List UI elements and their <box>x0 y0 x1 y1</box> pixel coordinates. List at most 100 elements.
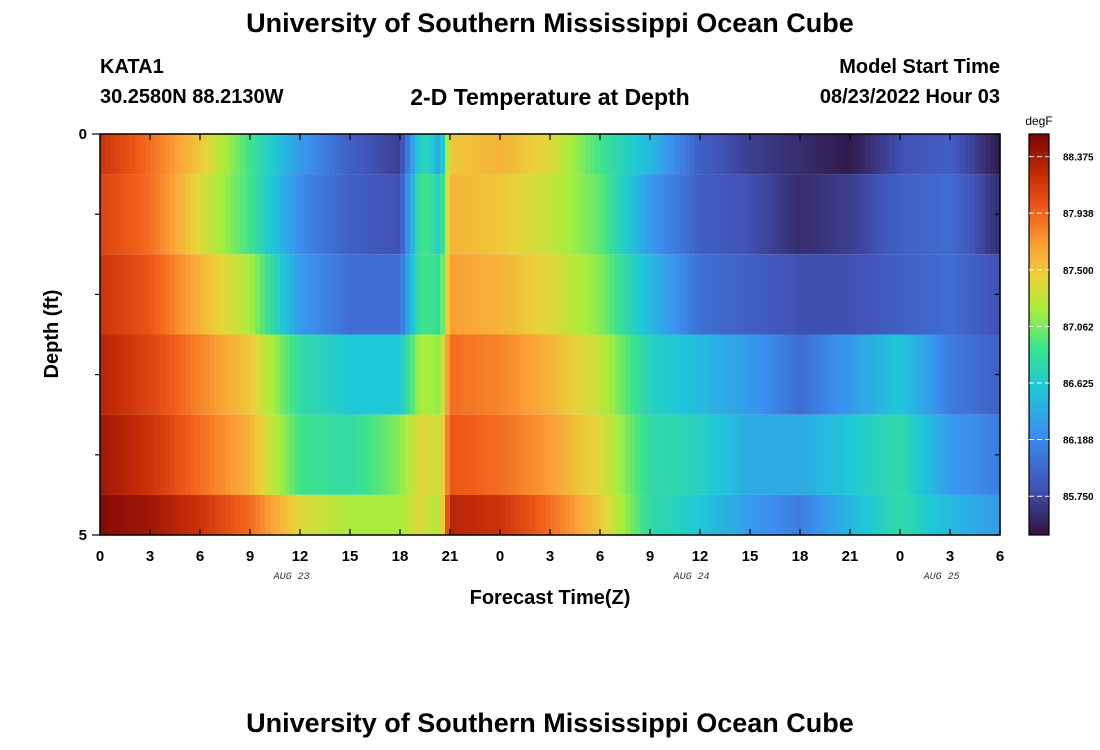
heatmap-cell <box>435 174 441 255</box>
heatmap-cell <box>620 494 626 535</box>
heatmap-cell <box>295 494 301 535</box>
heatmap-cell <box>520 174 526 255</box>
heatmap-cell <box>220 254 226 335</box>
heatmap-cell <box>460 134 466 175</box>
heatmap-cell <box>660 254 666 335</box>
page-title: University of Southern Mississippi Ocean… <box>246 8 854 38</box>
heatmap-cell <box>255 494 261 535</box>
heatmap-cell <box>180 134 186 175</box>
heatmap-cell <box>470 134 476 175</box>
heatmap-cell <box>910 174 916 255</box>
heatmap-cell <box>420 334 426 415</box>
heatmap-cell <box>505 414 511 495</box>
heatmap-cell <box>215 134 221 175</box>
heatmap-cell <box>525 134 531 175</box>
heatmap-cell <box>600 134 606 175</box>
heatmap-cell <box>890 414 896 495</box>
heatmap-cell <box>305 414 311 495</box>
heatmap-cell <box>145 174 151 255</box>
heatmap-cell <box>110 414 116 495</box>
heatmap-cell <box>480 334 486 415</box>
heatmap-cell <box>240 334 246 415</box>
heatmap-cell <box>525 174 531 255</box>
heatmap-cell <box>100 254 106 335</box>
heatmap-cell <box>890 254 896 335</box>
x-tick-label: 3 <box>546 548 554 565</box>
heatmap-cell <box>930 174 936 255</box>
heatmap-cell <box>620 134 626 175</box>
heatmap-cell <box>365 134 371 175</box>
heatmap-cell <box>625 134 631 175</box>
heatmap-cell <box>415 174 421 255</box>
heatmap-cell <box>160 334 166 415</box>
heatmap-cell <box>165 134 171 175</box>
heatmap-cell <box>925 174 931 255</box>
heatmap-cell <box>690 174 696 255</box>
heatmap-cell <box>325 174 331 255</box>
heatmap-cell <box>285 414 291 495</box>
heatmap-cell <box>340 494 346 535</box>
heatmap-cell <box>730 494 736 535</box>
heatmap-cell <box>145 494 151 535</box>
heatmap-cell <box>700 414 706 495</box>
heatmap-cell <box>700 174 706 255</box>
heatmap-cell <box>720 134 726 175</box>
heatmap-cell <box>260 254 266 335</box>
heatmap-cell <box>645 174 651 255</box>
heatmap-cell <box>250 174 256 255</box>
heatmap-cell <box>780 414 786 495</box>
heatmap-cell <box>565 254 571 335</box>
x-tick-label: 0 <box>496 548 504 565</box>
heatmap-cell <box>880 174 886 255</box>
heatmap-cell <box>655 254 661 335</box>
heatmap-cell <box>160 254 166 335</box>
heatmap-cell <box>575 254 581 335</box>
heatmap-cell <box>225 174 231 255</box>
heatmap-cell <box>425 494 431 535</box>
heatmap-cell <box>735 414 741 495</box>
heatmap-cell <box>415 494 421 535</box>
heatmap-cell <box>450 414 456 495</box>
heatmap-cell <box>795 334 801 415</box>
heatmap-cell <box>955 494 961 535</box>
heatmap-cell <box>835 254 841 335</box>
heatmap-cell <box>745 254 751 335</box>
heatmap-cell <box>555 334 561 415</box>
heatmap-cell <box>360 254 366 335</box>
heatmap-cell <box>395 334 401 415</box>
heatmap-cell <box>425 134 431 175</box>
heatmap-cell <box>950 174 956 255</box>
heatmap-cell <box>765 254 771 335</box>
heatmap-cell <box>420 494 426 535</box>
heatmap-cell <box>175 414 181 495</box>
heatmap-cell <box>940 174 946 255</box>
x-tick-label: 12 <box>692 548 709 565</box>
heatmap-cell <box>240 414 246 495</box>
heatmap-cell <box>500 414 506 495</box>
heatmap-cell <box>305 134 311 175</box>
heatmap-cell <box>190 254 196 335</box>
heatmap-cell <box>520 414 526 495</box>
heatmap-cell <box>905 334 911 415</box>
heatmap-cell <box>750 414 756 495</box>
heatmap-cell <box>950 134 956 175</box>
heatmap-cell <box>250 414 256 495</box>
heatmap-cell <box>835 334 841 415</box>
heatmap-cell <box>805 134 811 175</box>
heatmap-cell <box>300 334 306 415</box>
heatmap-cell <box>870 414 876 495</box>
heatmap-cell <box>105 174 111 255</box>
heatmap-cell <box>990 494 996 535</box>
heatmap-cell <box>970 174 976 255</box>
heatmap-cell <box>685 174 691 255</box>
heatmap-cell <box>345 414 351 495</box>
heatmap-cell <box>985 494 991 535</box>
heatmap-cell <box>295 414 301 495</box>
heatmap-cell <box>420 254 426 335</box>
heatmap-cell <box>530 174 536 255</box>
heatmap-cell <box>265 334 271 415</box>
heatmap-cell <box>695 134 701 175</box>
heatmap-cell <box>425 334 431 415</box>
heatmap-cell <box>740 254 746 335</box>
heatmap-cell <box>195 134 201 175</box>
